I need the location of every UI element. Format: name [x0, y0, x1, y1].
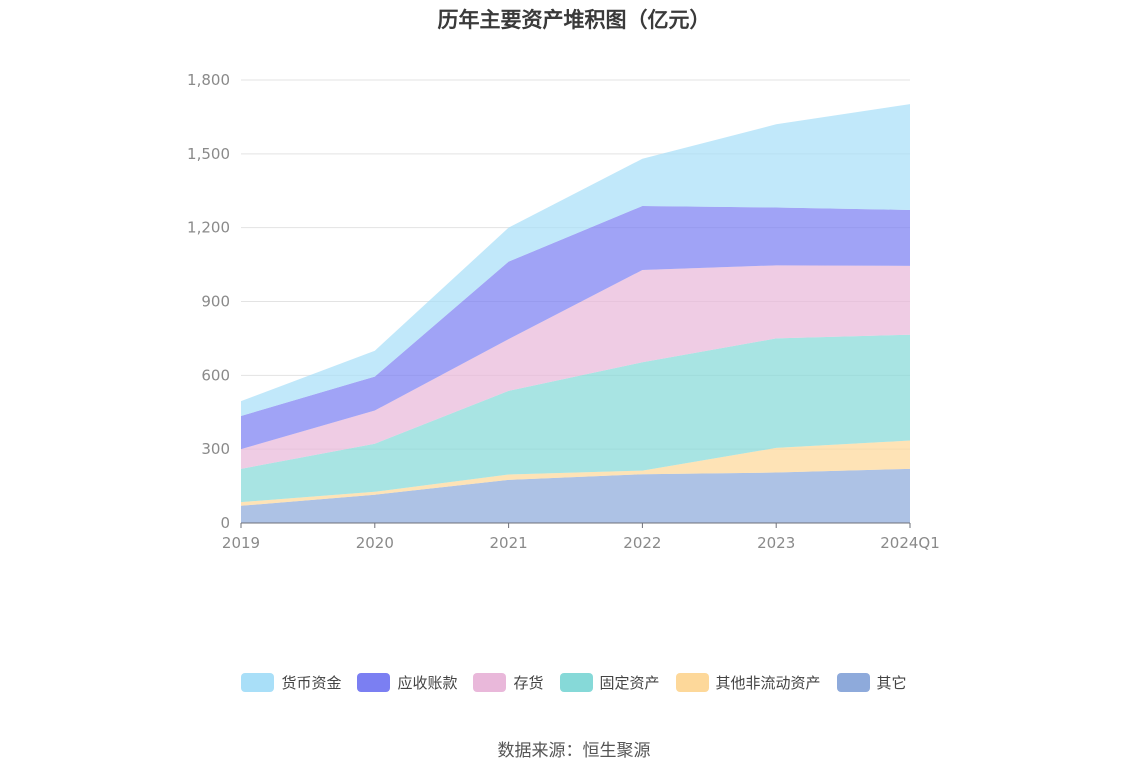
y-tick-label: 1,200 [187, 219, 230, 237]
legend-item[interactable]: 固定资产 [559, 672, 660, 693]
data-source: 数据来源：恒生聚源 [497, 741, 651, 761]
legend-label: 应收账款 [397, 674, 458, 692]
y-tick-label: 600 [201, 366, 230, 384]
area-series [241, 104, 910, 416]
area-series [241, 468, 910, 523]
legend-label: 其他非流动资产 [715, 674, 821, 692]
legend-label: 存货 [513, 674, 544, 692]
x-tick-label: 2022 [623, 534, 661, 552]
legend-swatch [559, 673, 593, 692]
legend-swatch [241, 673, 275, 692]
y-tick-label: 300 [201, 440, 230, 458]
area-series [241, 206, 910, 450]
legend-swatch [675, 673, 709, 692]
x-tick-label: 2020 [356, 534, 394, 552]
x-tick-label: 2021 [490, 534, 528, 552]
y-tick-label: 900 [201, 293, 230, 311]
area-series [241, 334, 910, 503]
legend-item[interactable]: 存货 [473, 672, 544, 693]
legend-item[interactable]: 其他非流动资产 [675, 672, 821, 693]
legend-swatch [836, 673, 870, 692]
legend-label: 固定资产 [599, 674, 660, 692]
legend-item[interactable]: 其它 [836, 672, 907, 693]
legend-item[interactable]: 货币资金 [241, 672, 341, 693]
area-series [241, 265, 910, 469]
legend-label: 其它 [876, 674, 907, 692]
area-series [241, 440, 910, 506]
x-tick-label: 2019 [222, 534, 260, 552]
x-tick-label: 2024Q1 [880, 534, 940, 552]
legend: 货币资金 应收账款 存货 固定资产 其他非流动资产 其它 [0, 672, 1148, 693]
x-tick-label: 2023 [757, 534, 795, 552]
y-tick-label: 0 [220, 514, 230, 532]
legend-swatch [357, 673, 391, 692]
legend-swatch [473, 673, 507, 692]
y-tick-label: 1,500 [187, 145, 230, 163]
y-tick-label: 1,800 [187, 71, 230, 89]
chart-title: 历年主要资产堆积图（亿元） [437, 8, 711, 32]
legend-item[interactable]: 应收账款 [357, 672, 457, 693]
legend-label: 货币资金 [281, 674, 342, 692]
